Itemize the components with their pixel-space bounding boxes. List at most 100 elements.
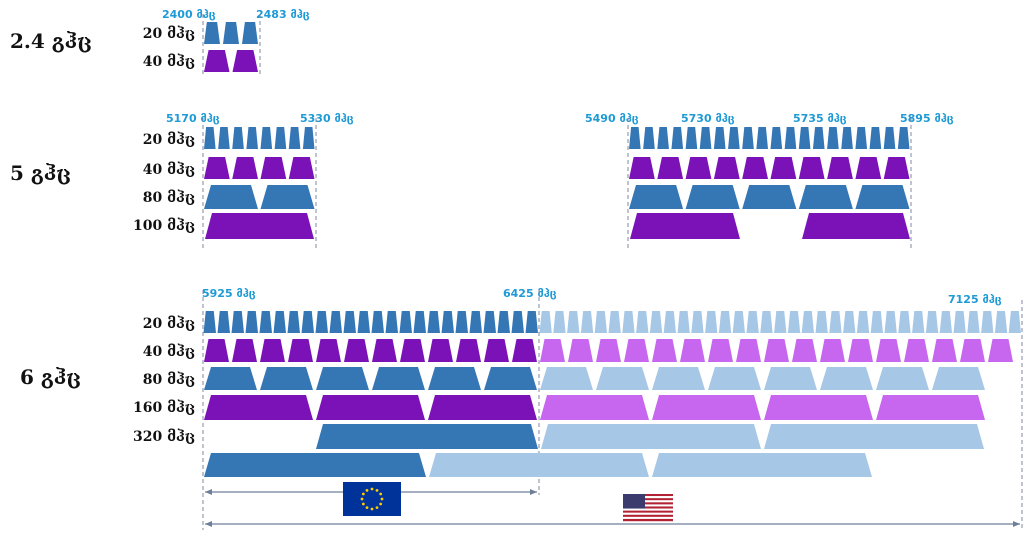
channel-block	[652, 339, 677, 362]
eu-star	[371, 488, 374, 491]
channel-block	[926, 311, 938, 333]
channel-block	[733, 311, 745, 333]
channel-block	[714, 157, 740, 179]
channel-block	[400, 339, 425, 362]
channel-block	[799, 127, 811, 149]
eu-star	[379, 493, 382, 496]
channel-block	[940, 311, 952, 333]
us-flag-stripe	[623, 509, 673, 511]
channel-block	[553, 311, 565, 333]
channel-block	[484, 339, 509, 362]
channel-block	[261, 185, 315, 209]
channel-block	[802, 311, 814, 333]
channel-block	[289, 127, 301, 149]
channel-block	[204, 311, 217, 333]
channel-block	[954, 311, 966, 333]
channel-block	[841, 127, 853, 149]
channel-block	[629, 127, 641, 149]
channel-block	[372, 311, 385, 333]
channel-block	[764, 339, 789, 362]
eu-flag	[343, 482, 401, 516]
eu-star	[362, 503, 365, 506]
channel-block	[960, 339, 985, 362]
channel-block	[848, 339, 873, 362]
channel-block	[232, 127, 244, 149]
channel-block	[742, 185, 796, 209]
channel-block	[205, 213, 314, 239]
channel-block	[932, 367, 985, 390]
channel-block	[802, 213, 910, 239]
channel-block	[774, 311, 786, 333]
freq-label: 5735 მჰც	[793, 112, 847, 125]
channel-block	[885, 311, 897, 333]
channel-block	[857, 311, 869, 333]
channel-block	[429, 453, 649, 477]
channel-block	[981, 311, 993, 333]
channel-block	[652, 367, 705, 390]
channel-width-label: 160 მჰც	[133, 400, 195, 416]
channel-width-label: 80 მჰც	[143, 190, 195, 206]
channel-width-label: 40 მჰც	[143, 162, 195, 178]
channel-block	[680, 339, 705, 362]
channel-block	[686, 127, 698, 149]
channel-block	[820, 339, 845, 362]
us-flag-stripe	[623, 511, 673, 513]
channel-block	[736, 339, 761, 362]
channel-block	[246, 311, 259, 333]
freq-label: 2483 მჰც	[256, 8, 310, 21]
channel-block	[540, 395, 649, 420]
eu-star	[362, 493, 365, 496]
channel-block	[400, 311, 413, 333]
channel-block	[316, 395, 425, 420]
channel-block	[260, 311, 273, 333]
channel-block	[204, 395, 313, 420]
channel-block	[650, 311, 662, 333]
channel-block	[204, 127, 216, 149]
channel-block	[498, 311, 511, 333]
channel-block	[876, 339, 901, 362]
channel-block	[719, 311, 731, 333]
channel-block	[218, 127, 230, 149]
channel-block	[764, 424, 984, 449]
channel-width-label: 320 მჰც	[133, 429, 195, 445]
channel-block	[428, 311, 441, 333]
channel-block	[652, 395, 761, 420]
channel-block	[898, 127, 910, 149]
channel-block	[932, 339, 957, 362]
channel-block	[686, 157, 712, 179]
channel-block	[622, 311, 634, 333]
freq-label: 7125 მჰც	[948, 293, 1002, 306]
channel-block	[876, 395, 985, 420]
channel-width-label: 20 მჰც	[143, 26, 195, 42]
channel-block	[386, 311, 399, 333]
channel-block	[275, 127, 287, 149]
channel-block	[204, 453, 426, 477]
channel-block	[567, 311, 579, 333]
channel-block	[316, 367, 369, 390]
channel-width-label: 80 მჰც	[143, 372, 195, 388]
channel-block	[829, 311, 841, 333]
channel-block	[686, 185, 740, 209]
channel-block	[764, 367, 817, 390]
channel-block	[204, 185, 258, 209]
channel-block	[372, 339, 397, 362]
channel-block	[456, 339, 481, 362]
channel-block	[843, 311, 855, 333]
eu-star	[371, 508, 374, 511]
channel-block	[223, 22, 239, 44]
channel-block	[242, 22, 258, 44]
channel-block	[288, 339, 313, 362]
channel-block	[705, 311, 717, 333]
freq-label: 5330 მჰც	[300, 112, 354, 125]
channel-block	[596, 339, 621, 362]
channel-width-label: 20 მჰც	[143, 132, 195, 148]
channel-block	[742, 157, 768, 179]
eu-star	[379, 503, 382, 506]
arrowhead	[1013, 521, 1020, 527]
channel-block	[204, 50, 230, 72]
channel-block	[512, 339, 537, 362]
band-label-5: 5 გჰც	[10, 161, 71, 185]
channel-block	[643, 127, 655, 149]
